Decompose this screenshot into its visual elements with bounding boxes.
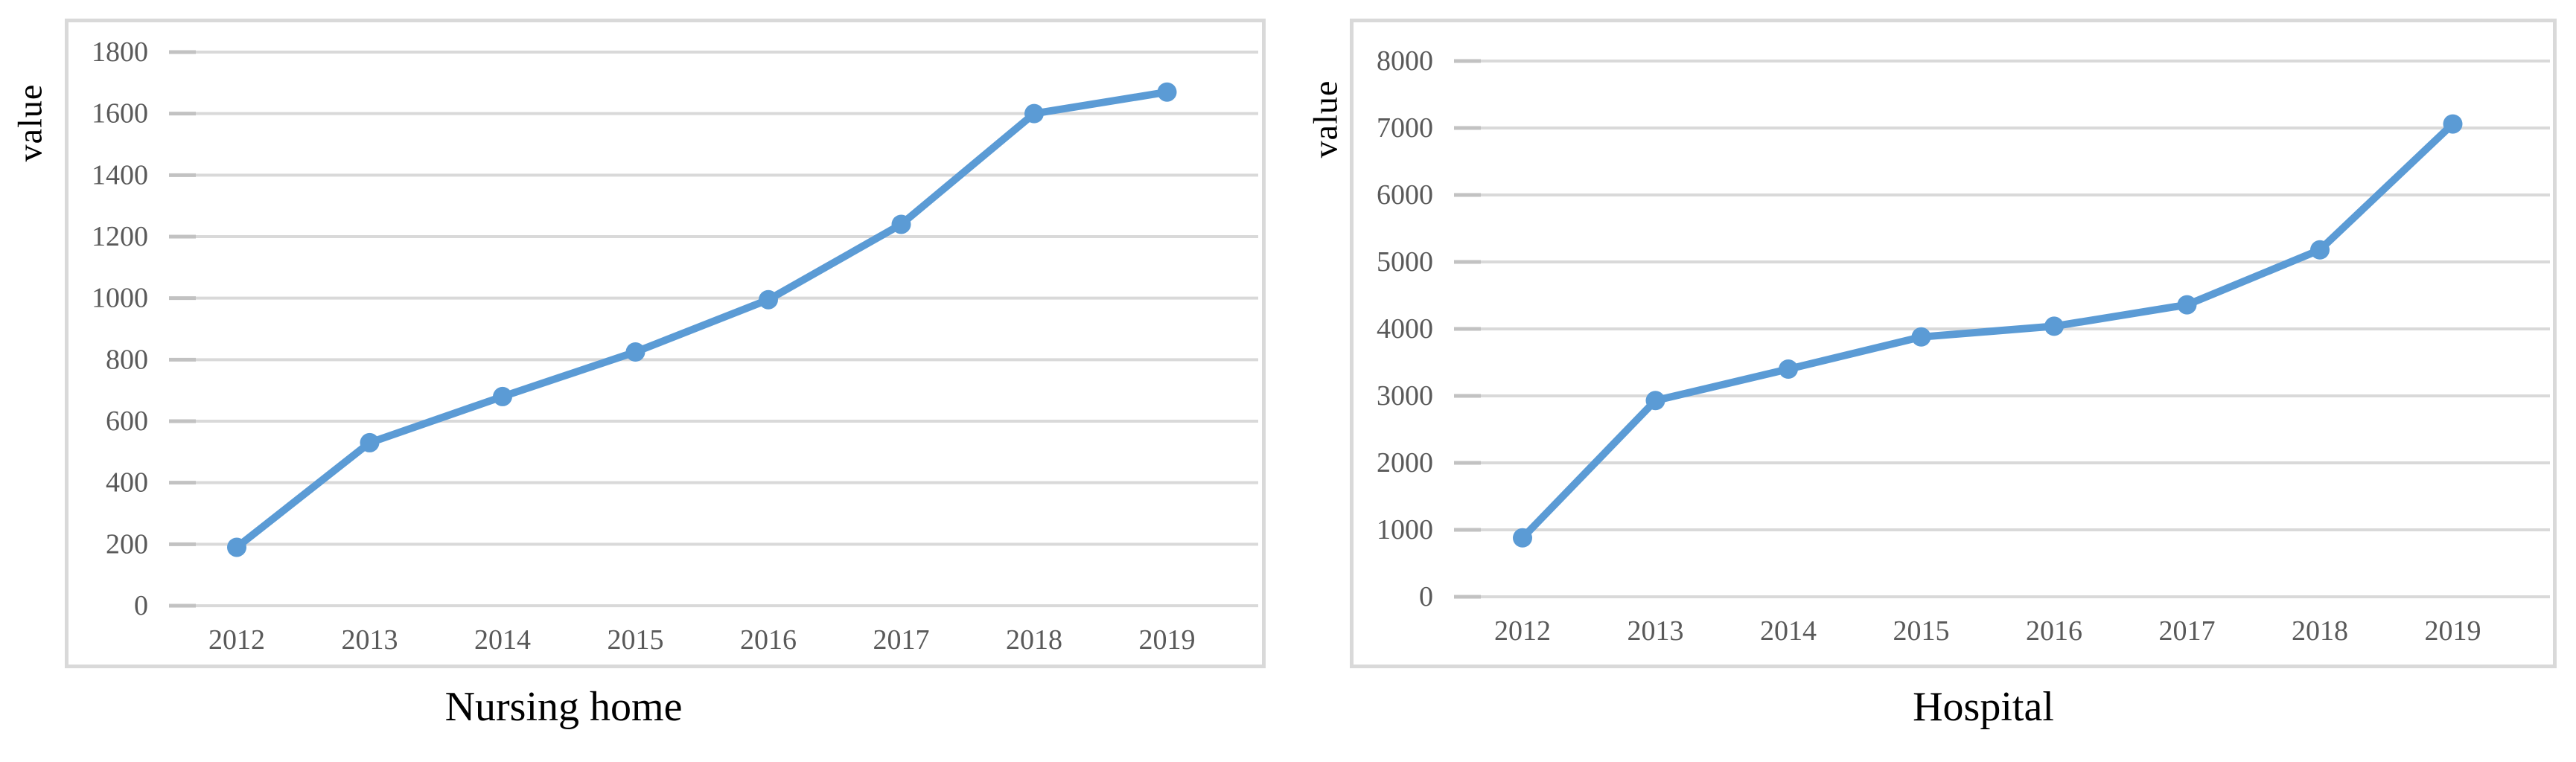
hospital-chart: 0 1000 2000 3000 4000 5000 6000 7000 8000 2012 201… [1350, 19, 2557, 668]
chart-svg: 0 200 400 600 800 1000 1200 1400 1600 1800 2012 201… [92, 36, 1258, 656]
y-tick-label: 1400 [92, 159, 148, 190]
chart-svg: 0 1000 2000 3000 4000 5000 6000 7000 8000 2012 201… [1377, 45, 2550, 647]
data-point [2177, 295, 2197, 315]
x-tick-label: 2017 [873, 624, 930, 656]
y-tick-label: 4000 [1377, 313, 1433, 345]
y-tick-label: 0 [134, 590, 148, 621]
right-chart-y-axis-title: value [1306, 80, 1345, 159]
x-tick-label: 2019 [2425, 615, 2481, 647]
data-line [233, 88, 1171, 551]
y-tick-label: 5000 [1377, 246, 1433, 278]
x-tick-label: 2012 [1494, 615, 1551, 647]
data-point [493, 386, 512, 406]
y-tick-label: 600 [106, 406, 148, 437]
y-tick-label: 1000 [1377, 514, 1433, 545]
data-point [1645, 391, 1665, 411]
data-point [360, 432, 380, 452]
x-tick-label: 2012 [208, 624, 265, 656]
data-point [759, 289, 778, 310]
y-tick-label: 2000 [1377, 447, 1433, 478]
x-tick-label: 2018 [1006, 624, 1062, 656]
y-tick-label: 1600 [92, 98, 148, 129]
data-point [227, 537, 246, 557]
y-tick-label: 8000 [1377, 45, 1433, 77]
x-tick-label: 2017 [2159, 615, 2216, 647]
x-tick-label: 2014 [474, 624, 531, 656]
data-point [2044, 316, 2064, 336]
x-tick-label: 2019 [1139, 624, 1196, 656]
data-point [1513, 528, 1532, 548]
nursing-home-chart: 0 200 400 600 800 1000 1200 1400 1600 1800 2012 201… [65, 19, 1266, 668]
x-tick-label: 2015 [608, 624, 664, 656]
x-tick-label: 2018 [2292, 615, 2348, 647]
x-tick-label: 2013 [342, 624, 398, 656]
data-point [1157, 82, 1177, 102]
data-point [2310, 240, 2330, 260]
left-chart-y-axis-title: value [10, 83, 49, 162]
hospital-chart-title: Hospital [1913, 684, 2054, 730]
data-point [1024, 103, 1044, 124]
y-tick-label: 800 [106, 344, 148, 375]
data-point [1779, 359, 1798, 379]
y-tick-label: 400 [106, 467, 148, 499]
y-tick-label: 7000 [1377, 112, 1433, 144]
y-tick-label: 200 [106, 528, 148, 560]
x-tick-label: 2015 [1893, 615, 1950, 647]
x-tick-label: 2014 [1760, 615, 1817, 647]
x-tick-label: 2016 [740, 624, 797, 656]
data-line [1519, 120, 2457, 542]
data-point [1911, 327, 1931, 347]
data-point [625, 342, 645, 362]
x-tick-label: 2013 [1627, 615, 1684, 647]
data-point [891, 214, 911, 234]
nursing-home-chart-title: Nursing home [444, 684, 683, 730]
y-tick-label: 0 [1419, 581, 1433, 612]
y-tick-label: 3000 [1377, 380, 1433, 412]
y-tick-label: 1200 [92, 221, 148, 252]
x-tick-label: 2016 [2026, 615, 2082, 647]
data-point [2443, 114, 2463, 134]
y-tick-label: 1000 [92, 283, 148, 314]
y-tick-label: 1800 [92, 36, 148, 68]
y-tick-label: 6000 [1377, 179, 1433, 211]
